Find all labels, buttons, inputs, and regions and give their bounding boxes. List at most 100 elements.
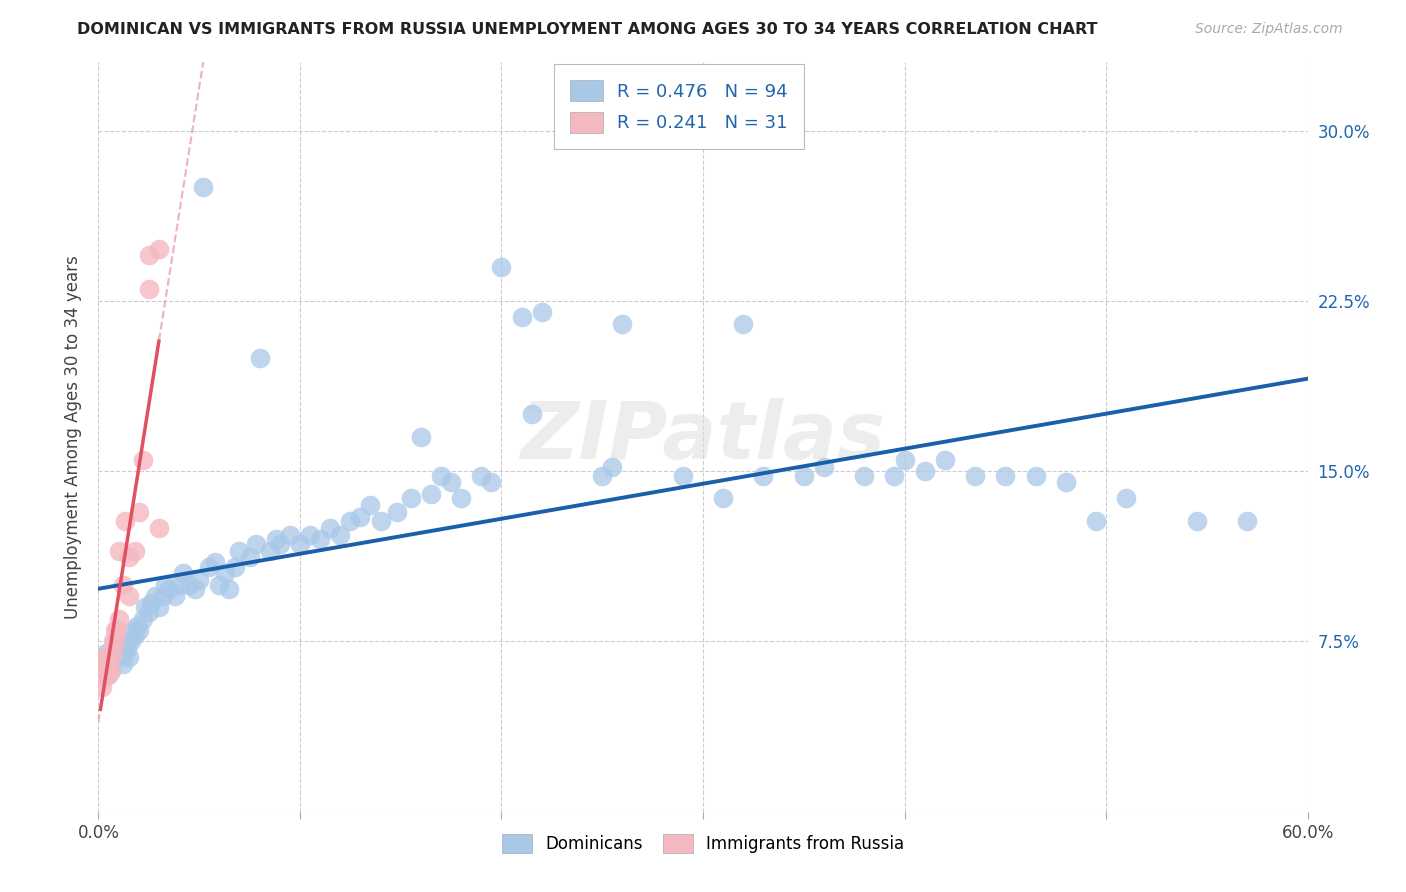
Point [97, 657, 120, 672]
Point [224, 559, 246, 574]
Point [793, 468, 815, 483]
Point [132, 452, 155, 467]
Point [105, 623, 128, 637]
Point [115, 641, 138, 656]
Point [208, 577, 231, 591]
Point [103, 646, 125, 660]
Point [1236, 514, 1258, 528]
Point [218, 582, 240, 597]
Point [399, 491, 422, 506]
Point [239, 550, 262, 565]
Point [124, 627, 146, 641]
Point [128, 623, 150, 637]
Point [96, 657, 118, 672]
Point [228, 543, 250, 558]
Text: Source: ZipAtlas.com: Source: ZipAtlas.com [1195, 22, 1343, 37]
Point [259, 543, 281, 558]
Point [91, 668, 114, 682]
Point [114, 646, 136, 660]
Point [111, 657, 134, 672]
Point [163, 589, 186, 603]
Point [148, 600, 170, 615]
Point [883, 468, 905, 483]
Point [288, 537, 311, 551]
Point [139, 596, 162, 610]
Point [148, 521, 170, 535]
Point [520, 408, 543, 422]
Point [188, 573, 211, 587]
Point [269, 537, 291, 551]
Point [591, 468, 613, 483]
Point [299, 527, 322, 541]
Point [934, 452, 956, 467]
Point [96, 650, 118, 665]
Point [97, 668, 120, 682]
Point [193, 180, 215, 194]
Point [409, 430, 432, 444]
Point [138, 605, 160, 619]
Point [385, 505, 408, 519]
Point [370, 514, 392, 528]
Point [430, 468, 453, 483]
Point [118, 550, 141, 565]
Point [100, 650, 122, 665]
Point [853, 468, 876, 483]
Point [179, 577, 201, 591]
Point [214, 566, 236, 581]
Point [107, 612, 129, 626]
Point [360, 498, 382, 512]
Point [100, 664, 122, 678]
Point [97, 657, 120, 672]
Point [1185, 514, 1208, 528]
Point [339, 514, 361, 528]
Point [148, 242, 170, 256]
Point [167, 577, 190, 591]
Point [245, 537, 267, 551]
Point [128, 505, 150, 519]
Point [97, 668, 120, 682]
Point [1115, 491, 1137, 506]
Point [914, 464, 936, 478]
Point [91, 680, 114, 694]
Point [813, 459, 835, 474]
Point [138, 248, 160, 262]
Point [93, 650, 115, 665]
Point [264, 533, 287, 547]
Point [96, 668, 118, 682]
Point [101, 646, 124, 660]
Point [319, 521, 342, 535]
Point [118, 650, 141, 665]
Point [107, 634, 129, 648]
Point [204, 555, 226, 569]
Point [93, 650, 115, 665]
Point [491, 260, 513, 274]
Point [134, 600, 156, 615]
Point [100, 662, 122, 676]
Point [711, 491, 734, 506]
Point [143, 589, 166, 603]
Point [120, 634, 142, 648]
Point [101, 650, 124, 665]
Point [118, 589, 141, 603]
Point [994, 468, 1017, 483]
Point [420, 487, 443, 501]
Point [110, 650, 132, 665]
Point [249, 351, 271, 365]
Point [733, 317, 755, 331]
Point [124, 543, 146, 558]
Point [184, 582, 207, 597]
Point [198, 559, 221, 574]
Point [114, 514, 136, 528]
Point [103, 623, 125, 637]
Point [138, 283, 160, 297]
Point [105, 641, 128, 656]
Point [1025, 468, 1047, 483]
Point [309, 533, 332, 547]
Point [103, 634, 125, 648]
Point [278, 527, 301, 541]
Point [172, 566, 194, 581]
Point [965, 468, 987, 483]
Text: ZIPatlas: ZIPatlas [520, 398, 886, 476]
Point [1054, 475, 1077, 490]
Point [349, 509, 371, 524]
